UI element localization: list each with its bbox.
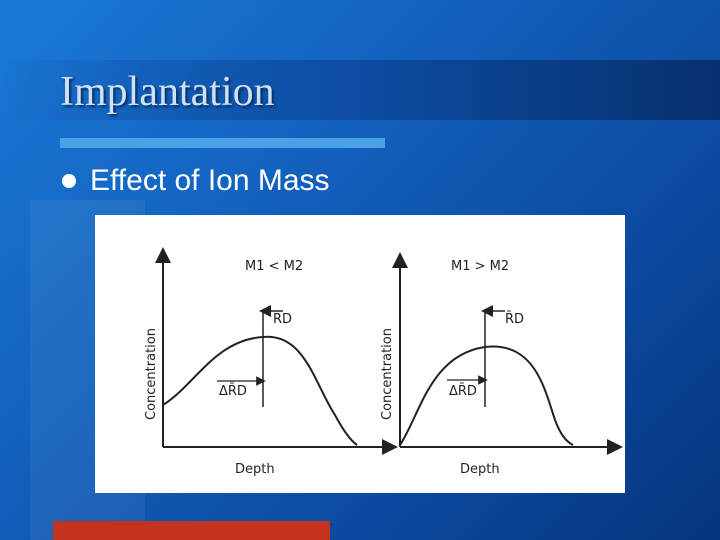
bottom-accent-bar: [53, 521, 330, 540]
bullet-dot-icon: [62, 174, 76, 188]
title-band: [0, 60, 720, 120]
title-underline: [60, 138, 385, 148]
right-peak-label: R̄D: [505, 312, 524, 327]
slide-title: Implantation: [60, 69, 275, 115]
left-condition-label: M1 < M2: [245, 259, 303, 274]
left-straggle-label: ΔR̄D: [219, 384, 247, 399]
left-panel: M1 < M2 R̄D ΔR̄D Concentration Depth: [144, 247, 398, 477]
bullet-text: Effect of Ion Mass: [90, 164, 330, 197]
right-x-axis-label: Depth: [460, 462, 500, 477]
right-straggle-label: ΔR̄D: [449, 384, 477, 399]
right-profile-curve: [399, 345, 574, 446]
left-x-axis-label: Depth: [235, 462, 275, 477]
bullet-item: Effect of Ion Mass: [62, 164, 330, 198]
right-y-axis-label: Concentration: [380, 328, 395, 420]
left-y-axis-label: Concentration: [144, 328, 159, 420]
right-panel: M1 > M2 R̄D ΔR̄D Concentration Depth: [380, 252, 623, 477]
left-peak-label: R̄D: [273, 312, 292, 327]
left-profile-curve: [162, 335, 358, 446]
figure-svg: M1 < M2 R̄D ΔR̄D Concentration Depth M1 …: [144, 247, 623, 477]
ion-mass-figure: M1 < M2 R̄D ΔR̄D Concentration Depth M1 …: [95, 215, 625, 493]
right-condition-label: M1 > M2: [451, 259, 509, 274]
